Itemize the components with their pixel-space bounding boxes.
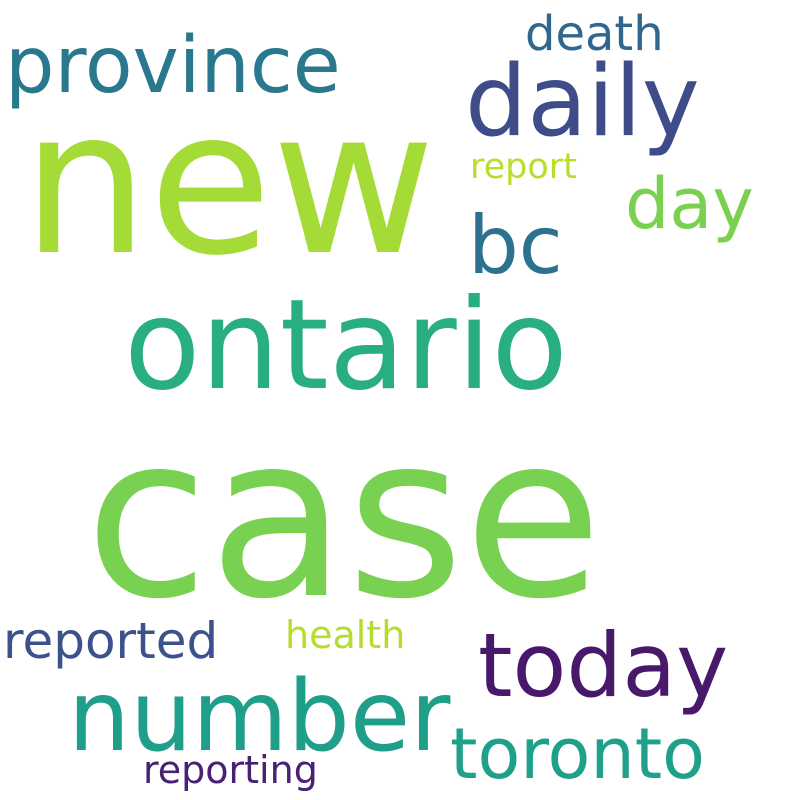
word-case: case — [85, 387, 602, 649]
word-day: day — [625, 163, 754, 245]
word-number: number — [68, 660, 451, 774]
word-province: province — [5, 21, 341, 111]
word-death: death — [525, 6, 664, 62]
word-reporting: reporting — [143, 748, 318, 792]
word-daily: daily — [465, 45, 700, 159]
word-report: report — [470, 147, 577, 187]
word-bc: bc — [468, 199, 563, 292]
word-ontario: ontario — [124, 273, 568, 418]
word-toronto: toronto — [450, 713, 705, 795]
word-reported: reported — [3, 612, 218, 670]
word-today: today — [478, 614, 728, 717]
word-new: new — [22, 67, 435, 300]
word-health: health — [285, 613, 405, 657]
